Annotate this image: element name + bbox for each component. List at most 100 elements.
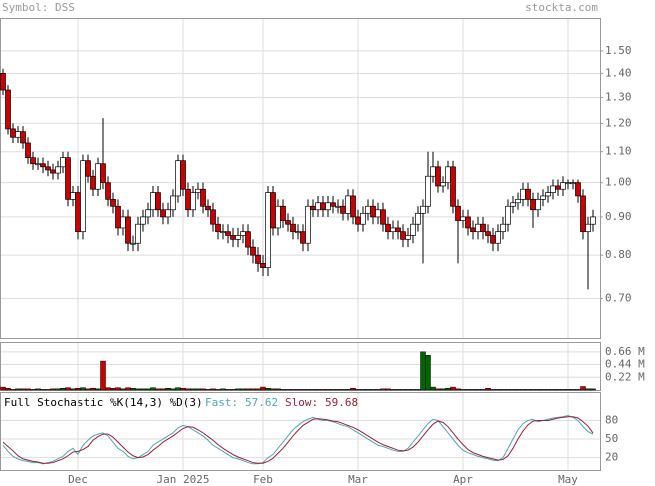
volume-bar [105, 387, 111, 391]
volume-bar [5, 388, 11, 391]
legend-value: 59.68 [325, 396, 358, 409]
volume-bar [230, 389, 236, 391]
candle-body [450, 166, 456, 207]
candle-body [590, 216, 596, 225]
volume-bar [265, 388, 271, 391]
volume-bar [290, 389, 296, 391]
candle-body [35, 163, 41, 166]
candle-body [150, 192, 156, 211]
candle-body [20, 131, 26, 144]
y-tick-label: 1.40 [605, 66, 632, 79]
volume-bar [210, 388, 216, 391]
candle-body [180, 160, 186, 190]
volume-bar [255, 388, 261, 391]
volume-bar [120, 388, 126, 391]
stochastic-line [2, 415, 594, 465]
volume-bar [380, 388, 386, 391]
volume-bar [165, 388, 171, 391]
candle-body [380, 209, 386, 225]
candle-body [495, 231, 501, 244]
volume-bar [560, 389, 566, 391]
candle-body [435, 166, 441, 187]
candle-body [345, 195, 351, 214]
y-tick-label: 1.30 [605, 90, 632, 103]
candle-body [255, 254, 261, 264]
y-tick-label: 0.66 M [605, 345, 645, 358]
volume-bar [50, 388, 56, 391]
volume-bar [400, 389, 406, 391]
volume-bar [315, 389, 321, 391]
candle-body [240, 231, 246, 236]
volume-bar [215, 389, 221, 391]
y-tick-label: 0.70 [605, 292, 632, 305]
volume-bar [85, 388, 91, 391]
volume-bar [425, 355, 431, 391]
candle-body [10, 128, 16, 138]
volume-bar [410, 389, 416, 391]
candle-body [425, 175, 431, 207]
volume-bar [280, 389, 286, 391]
stochastic-line [2, 416, 594, 464]
candle-body [535, 198, 541, 211]
volume-bar [235, 388, 241, 391]
volume-bar [125, 387, 131, 391]
volume-bar [515, 389, 521, 391]
candle-body [175, 160, 181, 197]
x-tick-label: Dec [68, 473, 88, 486]
candle-body [0, 72, 6, 91]
candle-body [515, 198, 521, 204]
candle-body [360, 212, 366, 225]
candle-body [40, 163, 46, 168]
candle-body [400, 231, 406, 240]
volume-bar [405, 389, 411, 391]
candle-body [500, 223, 506, 233]
y-tick-label: 0.22 M [605, 370, 645, 383]
candle-body [560, 182, 566, 190]
candle-body [5, 89, 11, 130]
volume-bar [385, 388, 391, 391]
candle-body [160, 209, 166, 218]
candle-body [580, 195, 586, 233]
volume-bar [0, 386, 6, 391]
volume-bar [90, 388, 96, 391]
volume-bar [455, 388, 461, 391]
volume-bar [145, 388, 151, 391]
volume-bar [585, 388, 591, 391]
candle-body [25, 142, 31, 159]
candle-body [530, 198, 536, 211]
volume-bar [60, 388, 66, 391]
volume-bar [175, 387, 181, 391]
candle-body [220, 231, 226, 234]
candle-body [275, 205, 281, 229]
volume-bar [365, 389, 371, 391]
candle-body [225, 231, 231, 236]
candle-body [565, 182, 571, 185]
x-tick-label: Jan 2025 [157, 473, 210, 486]
y-tick-label: 1.50 [605, 44, 632, 57]
candle-body [210, 209, 216, 225]
candle-body [455, 205, 461, 221]
volume-bar [415, 389, 421, 391]
candle-body [470, 227, 476, 233]
volume-bar [180, 388, 186, 391]
volume-bar [570, 389, 576, 391]
volume-bar [155, 388, 161, 391]
candle-body [235, 235, 241, 240]
candle-body [445, 166, 451, 184]
volume-bar [580, 386, 586, 391]
candle-body [85, 160, 91, 177]
volume-bar [485, 388, 491, 391]
candle-body [375, 209, 381, 218]
volume-bar [500, 389, 506, 391]
stochastic-title: Full Stochastic %K(14,3) %D(3) [4, 396, 203, 409]
volume-bar [545, 389, 551, 391]
candle-body [155, 192, 161, 211]
candle-body [260, 263, 266, 268]
volume-bar [160, 388, 166, 391]
volume-bar [325, 389, 331, 391]
volume-bar [285, 389, 291, 391]
volume-bar [450, 386, 456, 391]
candle-body [420, 205, 426, 214]
volume-bar [25, 388, 31, 391]
volume-bar [350, 388, 356, 391]
